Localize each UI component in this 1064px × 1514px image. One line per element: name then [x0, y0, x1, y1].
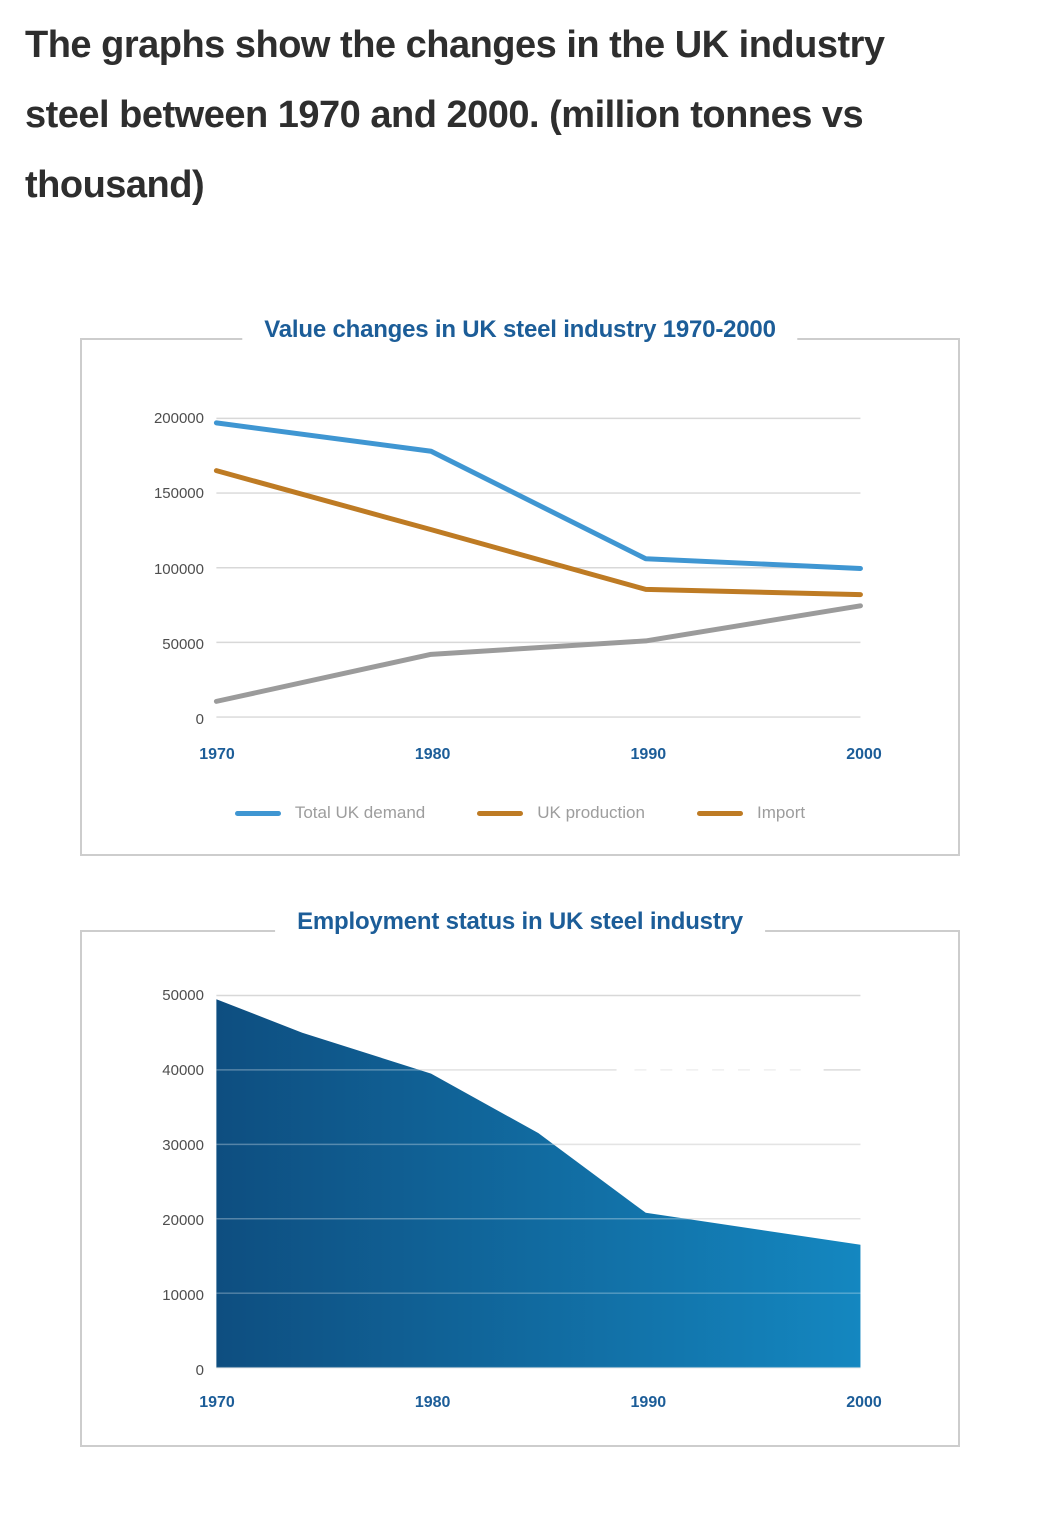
line-total-uk-demand: [213, 420, 863, 571]
value-chart-panel: Value changes in UK steel industry 1970-…: [80, 313, 960, 856]
employment-chart-title: Employment status in UK steel industry: [275, 905, 765, 939]
y-axis-label: 20000: [162, 1212, 204, 1229]
x-axis-label: 2000: [846, 1394, 882, 1411]
x-axis-label: 1980: [414, 746, 451, 763]
heading-line: thousand): [25, 164, 205, 206]
y-axis-label: 30000: [162, 1137, 204, 1154]
y-axis-label: 0: [195, 711, 204, 728]
value-chart-legend: Total UK demand UK production Import: [82, 800, 958, 826]
x-axis-label: 1980: [414, 1394, 451, 1411]
employment-chart-yaxis: 0 10000 20000 30000 40000 50000: [82, 932, 204, 1445]
y-axis-label: 50000: [162, 635, 204, 653]
legend-label: UK production: [537, 803, 645, 822]
value-chart-yaxis: 0 50000 100000 150000 200000: [82, 340, 204, 854]
x-axis-label: 1990: [630, 746, 667, 763]
heading-line: The graphs show the changes in the UK in…: [25, 24, 885, 66]
legend-item: Total UK demand: [234, 803, 426, 823]
legend-swatch: [477, 810, 524, 816]
legend-swatch: [234, 810, 281, 816]
legend-item: UK production: [477, 803, 645, 823]
legend-swatch: [696, 810, 743, 816]
x-axis-label: 2000: [846, 746, 882, 763]
legend-label: Total UK demand: [294, 803, 426, 822]
value-chart-svg: [213, 417, 863, 718]
employment-area: [216, 999, 861, 1368]
y-axis-label: 100000: [153, 560, 204, 578]
x-axis-label: 1970: [199, 746, 235, 763]
line-uk-production: [213, 468, 863, 598]
x-axis-label: 1990: [630, 1394, 667, 1411]
y-axis-label: 0: [195, 1362, 204, 1379]
y-axis-label: 10000: [162, 1287, 204, 1304]
legend-label: Import: [756, 803, 806, 822]
legend-item: Import: [696, 803, 806, 823]
x-axis-label: 1970: [199, 1394, 235, 1411]
page-heading: The graphs show the changes in the UK in…: [25, 10, 1045, 220]
heading-line: steel between 1970 and 2000. (million to…: [25, 94, 864, 136]
value-chart-title: Value changes in UK steel industry 1970-…: [242, 313, 798, 347]
y-axis-label: 40000: [162, 1062, 204, 1079]
employment-chart-svg: [216, 994, 861, 1369]
y-axis-label: 150000: [153, 485, 204, 503]
line-import: [213, 603, 863, 704]
y-axis-label: 200000: [153, 410, 204, 427]
employment-chart-panel: Employment status in UK steel industry 0…: [80, 905, 960, 1447]
y-axis-label: 50000: [162, 987, 204, 1004]
